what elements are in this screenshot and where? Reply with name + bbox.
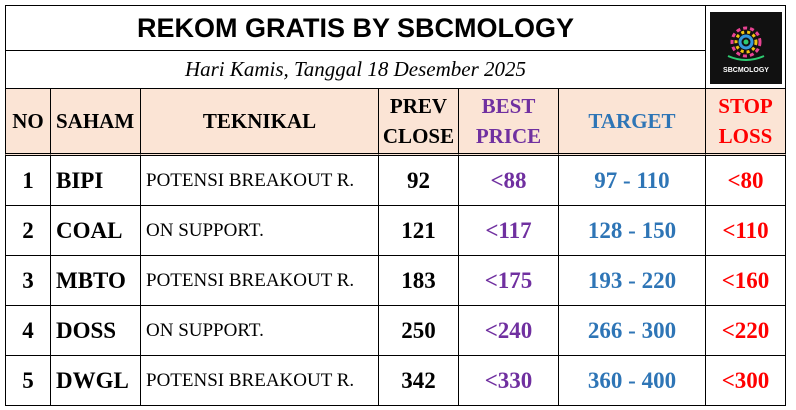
table-cell: 266 - 300	[558, 305, 706, 356]
table-cell: 121	[378, 205, 459, 256]
table-cell: COAL	[50, 205, 141, 256]
logo: SBCMOLOGY	[710, 12, 782, 84]
table-cell: POTENSI BREAKOUT R.	[140, 155, 379, 206]
table-cell: <300	[705, 355, 786, 406]
title: REKOM GRATIS BY SBCMOLOGY	[5, 5, 706, 51]
table-cell: <80	[705, 155, 786, 206]
table-cell: DOSS	[50, 305, 141, 356]
table-cell: <110	[705, 205, 786, 256]
table-cell: DWGL	[50, 355, 141, 406]
table-cell: ON SUPPORT.	[140, 305, 379, 356]
table-cell: <175	[458, 255, 559, 306]
table-cell: BIPI	[50, 155, 141, 206]
table-cell: <240	[458, 305, 559, 356]
table-cell: 360 - 400	[558, 355, 706, 406]
column-header: TARGET	[558, 88, 706, 156]
column-header: TEKNIKAL	[140, 88, 379, 156]
table-cell: 342	[378, 355, 459, 406]
logo-text: SBCMOLOGY	[723, 67, 769, 74]
table-cell: 250	[378, 305, 459, 356]
column-header: PREV CLOSE	[378, 88, 459, 156]
table-cell: <330	[458, 355, 559, 406]
column-header: SAHAM	[50, 88, 141, 156]
date: Hari Kamis, Tanggal 18 Desember 2025	[5, 50, 706, 89]
table-cell: 92	[378, 155, 459, 206]
column-header: BEST PRICE	[458, 88, 559, 156]
table-cell: 4	[5, 305, 51, 356]
table-cell: 2	[5, 205, 51, 256]
table-cell: ON SUPPORT.	[140, 205, 379, 256]
table-cell: <160	[705, 255, 786, 306]
column-header: NO	[5, 88, 51, 156]
table-cell: 5	[5, 355, 51, 406]
table-cell: POTENSI BREAKOUT R.	[140, 355, 379, 406]
table-cell: 97 - 110	[558, 155, 706, 206]
table-cell: 3	[5, 255, 51, 306]
table-cell: <220	[705, 305, 786, 356]
table-cell: 183	[378, 255, 459, 306]
table-cell: <88	[458, 155, 559, 206]
table-cell: POTENSI BREAKOUT R.	[140, 255, 379, 306]
table-cell: 128 - 150	[558, 205, 706, 256]
table-cell: 193 - 220	[558, 255, 706, 306]
table-cell: <117	[458, 205, 559, 256]
column-header: STOP LOSS	[705, 88, 786, 156]
table-cell: MBTO	[50, 255, 141, 306]
table-cell: 1	[5, 155, 51, 206]
